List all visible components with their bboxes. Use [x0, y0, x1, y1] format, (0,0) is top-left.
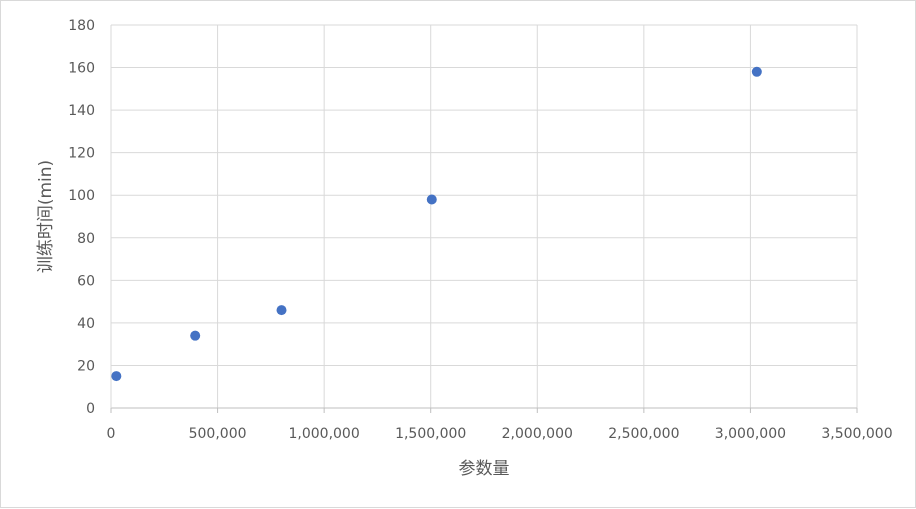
gridlines	[111, 24, 858, 408]
data-point	[276, 305, 287, 316]
y-tick-label: 100	[68, 188, 95, 204]
data-point	[751, 66, 762, 77]
x-tick-label: 2,500,000	[608, 426, 679, 442]
data-point	[190, 330, 201, 341]
y-axis-title: 训练时间(min)	[36, 160, 56, 273]
y-tick-label: 0	[86, 401, 95, 417]
y-tick-label: 180	[68, 18, 95, 34]
y-tick-label: 20	[77, 358, 95, 374]
x-tick-label: 1,000,000	[289, 426, 360, 442]
data-point	[426, 194, 437, 205]
x-tick-label: 1,500,000	[395, 426, 466, 442]
x-tick-labels: 0 500,000 1,000,000 1,500,000 2,000,000 2,500…	[107, 426, 893, 442]
y-tick-label: 160	[68, 61, 95, 77]
x-tick-label: 3,000,000	[715, 426, 786, 442]
x-tick-label: 500,000	[189, 426, 247, 442]
y-tick-label: 140	[68, 103, 95, 119]
y-tick-label: 80	[77, 231, 95, 247]
y-tick-label: 120	[68, 146, 95, 162]
x-tick-label: 0	[107, 426, 116, 442]
x-tick-label: 3,500,000	[821, 426, 892, 442]
y-tick-label: 40	[77, 316, 95, 332]
x-tick-label: 2,000,000	[502, 426, 573, 442]
data-point	[111, 371, 122, 382]
data-points	[111, 66, 762, 382]
axes	[110, 25, 858, 413]
y-tick-label: 60	[77, 273, 95, 289]
x-axis-title: 参数量	[459, 459, 510, 479]
y-tick-labels: 0 20 40 60 80 100 120 140 160 180	[68, 18, 95, 417]
